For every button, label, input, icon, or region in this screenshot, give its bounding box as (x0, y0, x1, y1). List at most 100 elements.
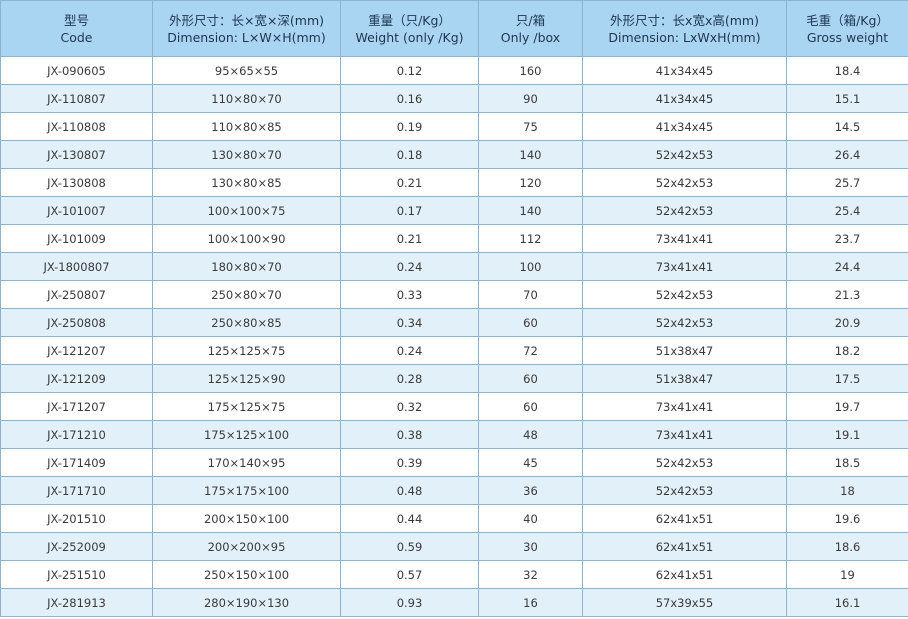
table-cell: 16 (478, 588, 583, 617)
header-cell: 重量（只/Kg） Weight (only /Kg) (340, 0, 479, 57)
table-row: JX-171210 175×125×100 0.38 48 73x41x41 19.1 (0, 420, 908, 449)
table-cell: 70 (478, 280, 583, 309)
table-cell: JX-171210 (0, 420, 153, 449)
table-cell: 52x42x53 (582, 196, 787, 225)
header-zh: 外形尺寸：长x宽x高(mm) (610, 12, 759, 28)
table-cell: 52x42x53 (582, 476, 787, 505)
table-cell: 41x34x45 (582, 84, 787, 113)
table-cell: 18 (786, 476, 908, 505)
table-row: JX-101009 100×100×90 0.21 112 73x41x41 23.7 (0, 224, 908, 253)
table-cell: 73x41x41 (582, 224, 787, 253)
table-cell: 51x38x47 (582, 336, 787, 365)
table-row: JX-130807 130×80×70 0.18 140 52x42x53 26.4 (0, 140, 908, 169)
table-cell: 170×140×95 (152, 448, 341, 477)
table-cell: 100×100×75 (152, 196, 341, 225)
table-cell: 18.4 (786, 56, 908, 85)
header-en: Dimension: L×W×H(mm) (167, 29, 326, 45)
table-cell: 0.33 (340, 280, 479, 309)
table-cell: 52x42x53 (582, 168, 787, 197)
table-cell: 175×125×100 (152, 420, 341, 449)
table-cell: 200×150×100 (152, 504, 341, 533)
table-cell: JX-250808 (0, 308, 153, 337)
table-cell: 52x42x53 (582, 280, 787, 309)
table-cell: JX-252009 (0, 532, 153, 561)
table-cell: 140 (478, 196, 583, 225)
table-cell: 175×125×75 (152, 392, 341, 421)
table-cell: 130×80×85 (152, 168, 341, 197)
table-cell: 18.2 (786, 336, 908, 365)
table-row: JX-201510 200×150×100 0.44 40 62x41x51 19.6 (0, 504, 908, 533)
table-cell: 125×125×75 (152, 336, 341, 365)
table-cell: 95×65×55 (152, 56, 341, 85)
table-cell: 72 (478, 336, 583, 365)
table-cell: JX-121207 (0, 336, 153, 365)
table-cell: JX-171207 (0, 392, 153, 421)
table-cell: 25.4 (786, 196, 908, 225)
table-cell: 120 (478, 168, 583, 197)
table-cell: JX-1800807 (0, 252, 153, 281)
table-row: JX-250808 250×80×85 0.34 60 52x42x53 20.9 (0, 308, 908, 337)
table-cell: JX-130807 (0, 140, 153, 169)
table-cell: 18.5 (786, 448, 908, 477)
table-row: JX-251510 250×150×100 0.57 32 62x41x51 19 (0, 560, 908, 589)
table-cell: 40 (478, 504, 583, 533)
table-cell: 14.5 (786, 112, 908, 141)
table-cell: 60 (478, 308, 583, 337)
table-cell: 21.3 (786, 280, 908, 309)
table-cell: 175×175×100 (152, 476, 341, 505)
header-en: Gross weight (806, 29, 889, 45)
table-cell: 41x34x45 (582, 112, 787, 141)
table-row: JX-171710 175×175×100 0.48 36 52x42x53 18 (0, 476, 908, 505)
table-cell: 280×190×130 (152, 588, 341, 617)
table-cell: 45 (478, 448, 583, 477)
table-cell: JX-171710 (0, 476, 153, 505)
table-cell: 20.9 (786, 308, 908, 337)
table-cell: 0.21 (340, 168, 479, 197)
table-cell: 19.7 (786, 392, 908, 421)
header-cell: 外形尺寸：长x宽x高(mm) Dimension: LxWxH(mm) (582, 0, 787, 57)
table-cell: 17.5 (786, 364, 908, 393)
table-cell: JX-121209 (0, 364, 153, 393)
table-cell: 48 (478, 420, 583, 449)
table-cell: JX-251510 (0, 560, 153, 589)
table-cell: JX-101007 (0, 196, 153, 225)
table-cell: 57x39x55 (582, 588, 787, 617)
table-row: JX-171207 175×125×75 0.32 60 73x41x41 19.7 (0, 392, 908, 421)
table-cell: 130×80×70 (152, 140, 341, 169)
table-cell: JX-110807 (0, 84, 153, 113)
table-cell: 100 (478, 252, 583, 281)
header-en: Code (60, 29, 93, 45)
table-cell: 0.38 (340, 420, 479, 449)
table-cell: 0.16 (340, 84, 479, 113)
table-cell: JX-130808 (0, 168, 153, 197)
header-zh: 型号 (63, 12, 89, 28)
table-row: JX-101007 100×100×75 0.17 140 52x42x53 25.4 (0, 196, 908, 225)
table-cell: 62x41x51 (582, 560, 787, 589)
header-cell: 型号 Code (0, 0, 153, 57)
table-cell: 0.34 (340, 308, 479, 337)
table-cell: 112 (478, 224, 583, 253)
table-cell: 0.21 (340, 224, 479, 253)
table-cell: 0.48 (340, 476, 479, 505)
table-cell: 140 (478, 140, 583, 169)
table-cell: 24.4 (786, 252, 908, 281)
table-cell: 250×80×70 (152, 280, 341, 309)
header-row: 型号 Code 外形尺寸：长×宽×深(mm) Dimension: L×W×H(mm)… (0, 0, 908, 57)
table-body: JX-090605 95×65×55 0.12 160 41x34x45 18.4 JX-1… (0, 56, 908, 617)
header-en: Weight (only /Kg) (355, 29, 464, 45)
table-cell: 23.7 (786, 224, 908, 253)
header-en: Dimension: LxWxH(mm) (608, 29, 761, 45)
table-cell: 41x34x45 (582, 56, 787, 85)
table-cell: 75 (478, 112, 583, 141)
table-cell: 250×80×85 (152, 308, 341, 337)
table-cell: 0.57 (340, 560, 479, 589)
header-cell: 毛重（箱/Kg） Gross weight (786, 0, 908, 57)
table-cell: 60 (478, 364, 583, 393)
table-row: JX-171409 170×140×95 0.39 45 52x42x53 18.5 (0, 448, 908, 477)
table-cell: 73x41x41 (582, 420, 787, 449)
table-cell: 0.59 (340, 532, 479, 561)
table-cell: 0.32 (340, 392, 479, 421)
table-cell: 110×80×70 (152, 84, 341, 113)
table-cell: 19 (786, 560, 908, 589)
